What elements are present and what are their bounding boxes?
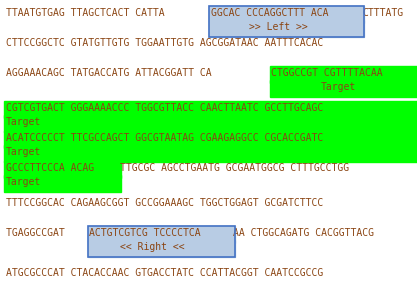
Bar: [5, 161, 121, 178]
Bar: [5, 101, 417, 118]
Bar: [88, 226, 235, 257]
Text: Target: Target: [6, 177, 41, 187]
Bar: [88, 240, 235, 257]
Bar: [209, 20, 364, 37]
Bar: [270, 66, 417, 83]
Text: Target: Target: [6, 147, 41, 157]
Text: CTGGCCGT CGTTTTACAA: CTGGCCGT CGTTTTACAA: [271, 68, 383, 78]
Text: TTAATGTGAG TTAGCTCACT CATTA: TTAATGTGAG TTAGCTCACT CATTA: [6, 8, 165, 18]
Text: CGTCGTGACT GGGAAAACCC TGGCGTTACC CAACTTAATC GCCTTGCAGC: CGTCGTGACT GGGAAAACCC TGGCGTTACC CAACTTA…: [6, 103, 323, 113]
Bar: [5, 131, 417, 148]
Text: Target: Target: [321, 82, 356, 92]
Bar: [5, 115, 417, 132]
Text: TGAGGCCGAT: TGAGGCCGAT: [6, 228, 70, 238]
Text: CTTCCGGCTC GTATGTTGTG TGGAATTGTG AGCGGATAAC AATTTCACAC: CTTCCGGCTC GTATGTTGTG TGGAATTGTG AGCGGAT…: [6, 38, 323, 48]
Bar: [5, 175, 121, 192]
Bar: [5, 145, 417, 162]
Text: ATGCGCCCAT CTACACCAAC GTGACCTATC CCATTACGGT CAATCCGCCG: ATGCGCCCAT CTACACCAAC GTGACCTATC CCATTAC…: [6, 268, 323, 278]
Text: ACATCCCCCT TTCGCCAGCT GGCGTAATAG CGAAGAGGCC CGCACCGATC: ACATCCCCCT TTCGCCAGCT GGCGTAATAG CGAAGAG…: [6, 133, 323, 143]
Text: >> Left >>: >> Left >>: [249, 22, 307, 32]
Bar: [88, 226, 235, 243]
Bar: [209, 6, 364, 23]
Text: ACTGTCGTCG TCCCCTCA: ACTGTCGTCG TCCCCTCA: [89, 228, 201, 238]
Text: CTTTATG: CTTTATG: [362, 8, 403, 18]
Text: Target: Target: [6, 117, 41, 127]
Text: GCCCTTCCCA ACAG: GCCCTTCCCA ACAG: [6, 163, 94, 173]
Bar: [209, 6, 364, 37]
Text: GGCAC CCCAGGCTTT ACA: GGCAC CCCAGGCTTT ACA: [211, 8, 328, 18]
Text: TTGCGC AGCCTGAATG GCGAATGGCG CTTTGCCTGG: TTGCGC AGCCTGAATG GCGAATGGCG CTTTGCCTGG: [120, 163, 349, 173]
Bar: [270, 80, 417, 97]
Text: TTTCCGGCAC CAGAAGCGGT GCCGGAAAGC TGGCTGGAGT GCGATCTTCC: TTTCCGGCAC CAGAAGCGGT GCCGGAAAGC TGGCTGG…: [6, 198, 323, 208]
Text: << Right <<: << Right <<: [120, 242, 184, 252]
Text: AGGAAACAGC TATGACCATG ATTACGGATT CA: AGGAAACAGC TATGACCATG ATTACGGATT CA: [6, 68, 211, 78]
Text: AA CTGGCAGATG CACGGTTACG: AA CTGGCAGATG CACGGTTACG: [234, 228, 374, 238]
